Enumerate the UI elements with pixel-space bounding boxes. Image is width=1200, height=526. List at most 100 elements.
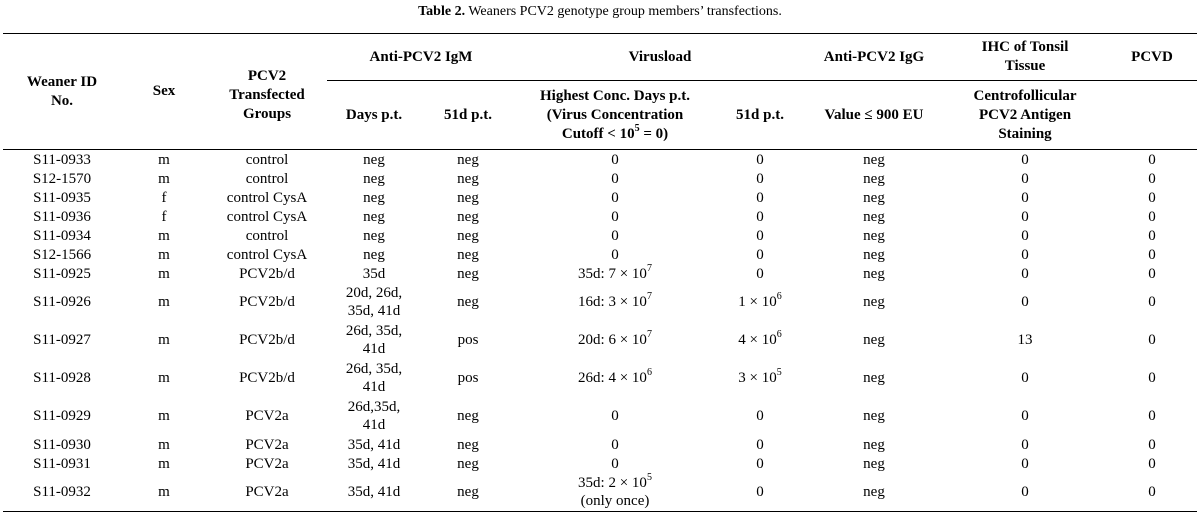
table-caption: Table 2. Weaners PCV2 genotype group mem… <box>0 3 1200 21</box>
cell-virusload-51d: 0 <box>756 436 764 453</box>
cell-group: control CysA <box>226 189 308 206</box>
cell-virusload-51d: 0 <box>756 265 764 282</box>
cell-sex: m <box>158 294 170 310</box>
table-row: S11-0927 m PCV2b/d 26d, 35d, 41d pos 20d: 6 ×… <box>3 321 1197 359</box>
cell-pcvd: 0 <box>1148 246 1156 263</box>
cell-virusload-highest: 0 <box>611 189 619 206</box>
cell-igm-days: 35d, 41d <box>347 484 401 500</box>
cell-virusload-highest: 16d: 3 × 107 <box>578 291 652 311</box>
cell-igm-51d: pos <box>457 332 479 348</box>
cell-weaner-id: S11-0936 <box>33 208 91 225</box>
caption-text: Weaners PCV2 genotype group members’ tra… <box>468 4 782 19</box>
header-igm-days: Days p.t. <box>345 106 403 123</box>
cell-virusload-51d: 4 × 106 <box>738 329 782 349</box>
cell-ihc-staining: 0 <box>1021 246 1029 263</box>
cell-pcvd: 0 <box>1148 408 1156 424</box>
cell-virusload-highest: 0 <box>611 408 619 424</box>
table-row: S11-0926 m PCV2b/d 20d, 26d, 35d, 41d neg 16d… <box>3 283 1197 321</box>
cell-sex: m <box>158 370 170 386</box>
cell-igm-days: neg <box>363 208 385 225</box>
cell-sex: m <box>158 436 170 453</box>
cell-igg-value: neg <box>863 436 885 453</box>
cell-weaner-id: S12-1566 <box>32 246 92 263</box>
cell-virusload-highest: 0 <box>611 170 619 187</box>
cell-igm-51d: neg <box>457 170 479 187</box>
cell-igm-51d: pos <box>457 370 479 386</box>
cell-sex: m <box>158 332 170 348</box>
table-row: S11-0932 m PCV2a 35d, 41d neg 35d: 2 × 105 (on… <box>3 472 1198 512</box>
table-row: S11-0933 m control neg neg 0 0 neg 0 0 <box>3 150 1197 170</box>
cell-ihc-staining: 0 <box>1021 455 1029 472</box>
cell-sex: m <box>158 246 170 263</box>
header-weaner-id: Weaner ID No. <box>26 73 98 109</box>
cell-igm-51d: neg <box>457 436 479 453</box>
cell-sex: f <box>161 189 167 206</box>
cell-virusload-highest: 0 <box>611 246 619 263</box>
cell-igg-value: neg <box>863 408 885 424</box>
cell-weaner-id: S11-0935 <box>33 189 91 206</box>
cell-igm-51d: neg <box>457 294 479 310</box>
cell-group: PCV2a <box>245 455 289 472</box>
cell-igm-days: neg <box>363 246 385 263</box>
cell-sex: m <box>158 170 170 187</box>
cell-igm-days: neg <box>363 189 385 206</box>
cell-sex: m <box>158 455 170 472</box>
cell-ihc-staining: 0 <box>1021 208 1029 225</box>
header-igm-51d: 51d p.t. <box>444 106 492 123</box>
table-row: S11-0935 f control CysA neg neg 0 0 neg 0 0 <box>3 188 1197 207</box>
caption-label: Table 2. <box>418 4 466 19</box>
cell-igm-51d: neg <box>457 408 479 424</box>
cell-igg-value: neg <box>863 189 885 206</box>
cell-ihc-staining: 0 <box>1021 265 1029 282</box>
table-row: S12-1570 m control neg neg 0 0 neg 0 0 <box>3 169 1197 188</box>
header-pcvd: PCVD <box>1107 33 1198 81</box>
cell-igg-value: neg <box>863 151 885 168</box>
header-virusload-highest: Highest Conc. Days p.t. (Virus Concentra… <box>539 87 690 142</box>
header-igg: Anti-PCV2 IgG <box>805 33 944 81</box>
cell-pcvd: 0 <box>1148 170 1156 187</box>
cell-igg-value: neg <box>863 208 885 225</box>
header-ihc: IHC of Tonsil Tissue <box>943 33 1108 81</box>
cell-igg-value: neg <box>863 455 885 472</box>
cell-igm-51d: neg <box>457 208 479 225</box>
cell-sex: m <box>158 151 170 168</box>
table-row: S11-0934 m control neg neg 0 0 neg 0 0 <box>3 226 1197 245</box>
cell-group: control <box>245 170 289 187</box>
cell-virusload-highest: 35d: 2 × 105 (only once) <box>578 472 652 510</box>
cell-igg-value: neg <box>863 294 885 310</box>
cell-group: PCV2b/d <box>239 265 295 282</box>
cell-igm-51d: neg <box>457 246 479 263</box>
genotype-table: Weaner ID No. Sex PCV2 Transfected Group… <box>3 33 1198 512</box>
cell-igm-days: neg <box>363 170 385 187</box>
cell-virusload-highest: 20d: 6 × 107 <box>578 329 652 349</box>
cell-weaner-id: S11-0930 <box>33 436 91 453</box>
cell-virusload-highest: 0 <box>611 227 619 244</box>
table-row: S11-0936 f control CysA neg neg 0 0 neg 0 0 <box>3 207 1197 226</box>
cell-virusload-51d: 0 <box>756 246 764 263</box>
cell-igg-value: neg <box>863 246 885 263</box>
cell-ihc-staining: 0 <box>1021 484 1029 500</box>
cell-sex: m <box>158 265 170 282</box>
table-header: Weaner ID No. Sex PCV2 Transfected Group… <box>3 33 1198 150</box>
header-ihc-staining: Centrofollicular PCV2 Antigen Staining <box>973 87 1077 142</box>
cell-ihc-staining: 0 <box>1021 436 1029 453</box>
cell-group: PCV2a <box>245 436 289 453</box>
cell-virusload-51d: 0 <box>756 170 764 187</box>
cell-igm-51d: neg <box>457 455 479 472</box>
cell-pcvd: 0 <box>1148 189 1156 206</box>
header-groups: PCV2 Transfected Groups <box>229 68 305 122</box>
cell-ihc-staining: 0 <box>1021 227 1029 244</box>
cell-igm-51d: neg <box>457 265 479 282</box>
header-igm: Anti-PCV2 IgM <box>327 33 515 81</box>
cell-ihc-staining: 0 <box>1021 189 1029 206</box>
cell-ihc-staining: 0 <box>1021 408 1029 424</box>
header-sex: Sex <box>152 83 176 99</box>
cell-igm-51d: neg <box>457 484 479 500</box>
cell-igm-days: 26d, 35d, 41d <box>345 361 403 395</box>
cell-pcvd: 0 <box>1148 484 1156 500</box>
cell-group: PCV2b/d <box>239 332 295 348</box>
cell-group: PCV2a <box>245 408 289 424</box>
table-row: S11-0931 m PCV2a 35d, 41d neg 0 0 neg 0 0 <box>3 454 1197 473</box>
cell-igm-days: 35d <box>362 265 386 282</box>
cell-virusload-51d: 0 <box>756 455 764 472</box>
